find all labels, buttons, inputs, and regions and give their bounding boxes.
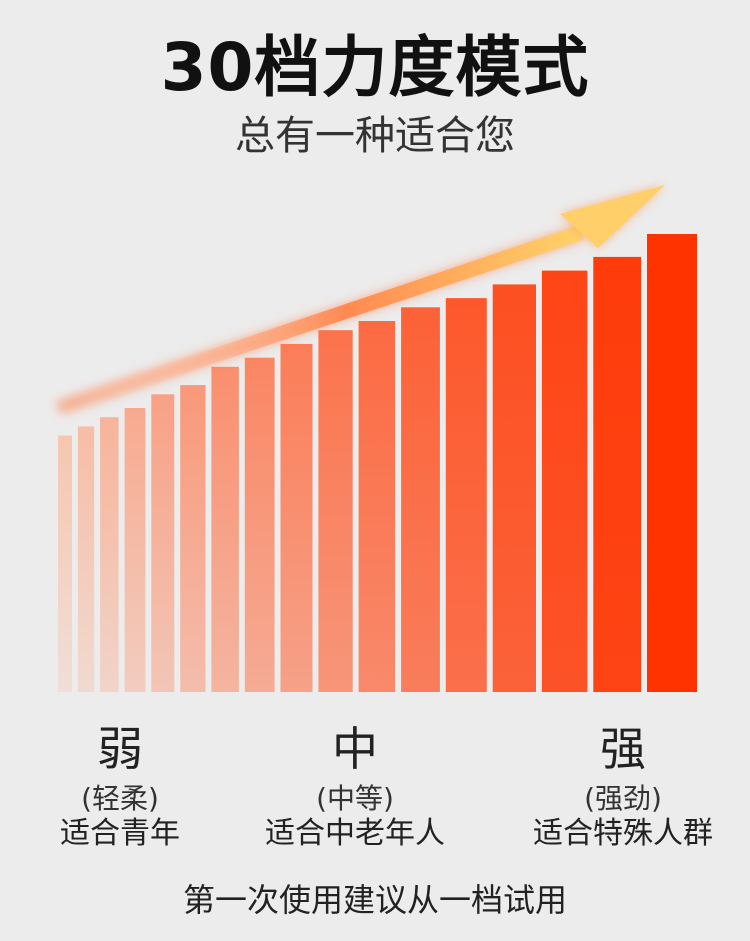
strength-bar (318, 330, 353, 692)
page-subtitle: 总有一种适合您 (235, 113, 515, 159)
level-strong: 强 (强劲) 适合特殊人群 (498, 722, 748, 852)
strength-bar (124, 408, 146, 692)
level-medium-label: 中 (332, 722, 378, 776)
strength-bar (58, 435, 72, 692)
strength-bar (401, 307, 440, 692)
strength-bar (647, 234, 697, 692)
arrow-icon (55, 185, 665, 414)
strength-bar (541, 270, 588, 692)
strength-bar (593, 256, 642, 692)
strength-bar-graphic (55, 185, 697, 692)
level-weak-note: (轻柔) (81, 782, 159, 815)
strength-bar (77, 426, 95, 692)
level-strong-label: 强 (600, 722, 646, 776)
level-weak-label: 弱 (97, 722, 143, 776)
strength-bar (280, 343, 313, 692)
strength-bar (445, 298, 487, 692)
level-strong-desc: 适合特殊人群 (533, 816, 713, 851)
strength-bar (211, 366, 239, 692)
strength-bar (100, 417, 119, 692)
level-medium-desc: 适合中老年人 (265, 816, 445, 851)
strength-bar (492, 284, 536, 692)
strength-bar (180, 385, 206, 692)
strength-bar (244, 357, 275, 692)
page-title: 30档力度模式 (160, 29, 590, 106)
strength-bar (151, 394, 175, 692)
strength-bar (358, 321, 396, 692)
level-weak: 弱 (轻柔) 适合青年 (0, 722, 245, 852)
strength-bars (58, 234, 697, 692)
usage-tip: 第一次使用建议从一档试用 (182, 881, 567, 919)
level-medium-note: (中等) (316, 782, 394, 815)
level-weak-desc: 适合青年 (60, 816, 180, 851)
level-strong-note: (强劲) (584, 782, 662, 815)
level-medium: 中 (中等) 适合中老年人 (230, 722, 480, 852)
